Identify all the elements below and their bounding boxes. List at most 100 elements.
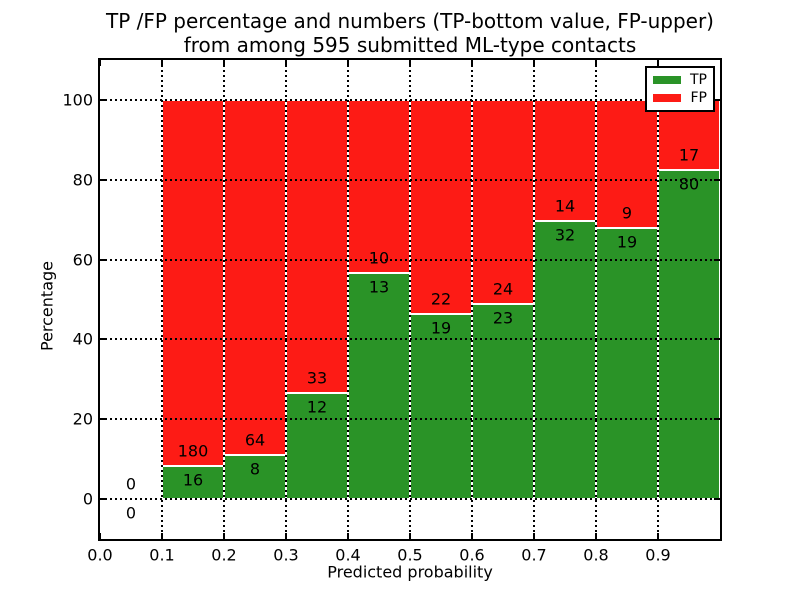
v-gridline xyxy=(223,60,225,539)
tp-bar-segment xyxy=(410,314,472,500)
x-tick-mark-top xyxy=(347,60,349,66)
tp-count-label: 8 xyxy=(249,459,261,479)
y-tick-label: 0 xyxy=(82,489,93,509)
x-tick-mark xyxy=(471,533,473,539)
fp-bar-segment xyxy=(224,99,286,455)
fp-count-label: 0 xyxy=(125,474,137,494)
tp-bar-segment xyxy=(472,303,534,500)
x-tick-mark xyxy=(347,533,349,539)
tp-count-label: 0 xyxy=(125,503,137,523)
v-gridline xyxy=(595,60,597,539)
tp-count-label: 19 xyxy=(430,318,452,338)
fp-bar-segment xyxy=(162,99,224,467)
y-tick-mark-right xyxy=(714,178,720,181)
x-tick-mark xyxy=(657,533,659,539)
x-tick-mark xyxy=(533,533,535,539)
fp-bar-segment xyxy=(472,99,534,304)
tp-count-label: 80 xyxy=(678,174,700,194)
x-tick-mark-top xyxy=(533,60,535,66)
y-tick-mark-right xyxy=(714,338,720,341)
tp-count-label: 32 xyxy=(554,225,576,245)
y-tick-mark-right xyxy=(714,498,720,501)
x-tick-mark xyxy=(99,533,101,539)
y-tick-mark xyxy=(100,98,106,101)
v-gridline xyxy=(471,60,473,539)
tp-count-label: 23 xyxy=(492,308,514,328)
y-tick-mark xyxy=(100,418,106,421)
chart-title-line2: from among 595 submitted ML-type contact… xyxy=(183,33,637,57)
x-tick-label: 0.8 xyxy=(583,545,609,565)
legend-label-tp: TP xyxy=(690,72,707,89)
y-tick-mark xyxy=(100,258,106,261)
x-tick-mark-top xyxy=(595,60,597,66)
fp-bar-segment xyxy=(410,99,472,315)
x-tick-mark-top xyxy=(409,60,411,66)
y-tick-label: 20 xyxy=(72,409,93,429)
x-tick-mark xyxy=(595,533,597,539)
y-tick-mark xyxy=(100,178,106,181)
legend-row-tp: TP xyxy=(653,73,707,87)
fp-count-label: 24 xyxy=(492,279,514,299)
x-tick-mark xyxy=(223,533,225,539)
fp-bar-segment xyxy=(348,99,410,274)
x-tick-mark xyxy=(161,533,163,539)
v-gridline xyxy=(161,60,163,539)
fp-bar-segment xyxy=(286,99,348,393)
x-tick-label: 0.2 xyxy=(211,545,237,565)
x-tick-label: 0.7 xyxy=(521,545,547,565)
x-axis-label: Predicted probability xyxy=(327,562,493,582)
y-tick-label: 60 xyxy=(72,250,93,270)
x-tick-label: 0.9 xyxy=(645,545,671,565)
fp-count-label: 180 xyxy=(177,441,209,461)
tp-count-label: 19 xyxy=(616,232,638,252)
x-tick-label: 0.4 xyxy=(335,545,361,565)
x-tick-label: 0.1 xyxy=(149,545,175,565)
fp-count-label: 64 xyxy=(244,430,266,450)
x-tick-label: 0.3 xyxy=(273,545,299,565)
tp-bar-segment xyxy=(286,392,348,500)
x-tick-mark-top xyxy=(657,60,659,66)
fp-swatch-icon xyxy=(653,93,681,102)
x-tick-mark-top xyxy=(161,60,163,66)
x-tick-mark-top xyxy=(99,60,101,66)
y-tick-label: 80 xyxy=(72,170,93,190)
tp-bar-segment xyxy=(658,169,720,500)
v-gridline xyxy=(347,60,349,539)
legend-row-fp: FP xyxy=(653,91,707,105)
tp-bar-segment xyxy=(534,221,596,500)
tp-count-label: 12 xyxy=(306,397,328,417)
tp-count-label: 16 xyxy=(182,470,204,490)
x-tick-mark-top xyxy=(223,60,225,66)
y-tick-mark-right xyxy=(714,258,720,261)
v-gridline xyxy=(285,60,287,539)
v-gridline xyxy=(533,60,535,539)
legend-label-fp: FP xyxy=(690,89,708,106)
tp-count-label: 13 xyxy=(368,277,390,297)
fp-count-label: 14 xyxy=(554,196,576,216)
x-tick-mark-top xyxy=(285,60,287,66)
x-tick-label: 0.0 xyxy=(87,545,113,565)
y-tick-mark-right xyxy=(714,98,720,101)
x-tick-label: 0.5 xyxy=(397,545,423,565)
v-gridline xyxy=(657,60,659,539)
y-tick-label: 40 xyxy=(72,329,93,349)
chart-title-line1: TP /FP percentage and numbers (TP-bottom… xyxy=(106,9,714,33)
x-tick-mark-top xyxy=(471,60,473,66)
x-tick-mark xyxy=(285,533,287,539)
y-tick-mark-right xyxy=(714,418,720,421)
x-tick-label: 0.6 xyxy=(459,545,485,565)
tp-bar-segment xyxy=(348,273,410,500)
fp-count-label: 22 xyxy=(430,289,452,309)
tp-bar-segment xyxy=(596,228,658,500)
y-tick-mark xyxy=(100,498,106,501)
x-tick-mark xyxy=(409,533,411,539)
y-tick-label: 100 xyxy=(62,90,93,110)
legend: TP FP xyxy=(645,66,715,112)
fp-count-label: 33 xyxy=(306,368,328,388)
y-tick-mark xyxy=(100,338,106,341)
tp-swatch-icon xyxy=(653,76,681,85)
y-axis-label: Percentage xyxy=(37,260,57,352)
v-gridline xyxy=(409,60,411,539)
fp-count-label: 9 xyxy=(621,203,633,223)
